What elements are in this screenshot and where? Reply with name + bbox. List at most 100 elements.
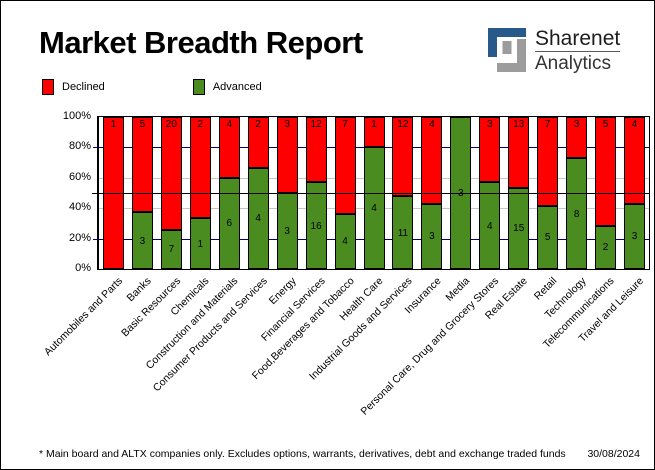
- declined-segment: 7: [334, 117, 356, 214]
- declined-value: 4: [631, 119, 638, 130]
- advanced-segment: 1: [189, 218, 211, 269]
- declined-value: 7: [544, 119, 551, 130]
- advanced-value: 16: [310, 220, 322, 232]
- declined-value: 3: [487, 119, 493, 130]
- advanced-segment: 3: [624, 203, 646, 269]
- legend-item-advanced: Advanced: [192, 79, 262, 95]
- advanced-segment: 16: [305, 182, 327, 269]
- advanced-value: 4: [342, 236, 348, 248]
- advanced-segment: 3: [131, 212, 153, 269]
- bar-financial-services: 12 16: [305, 117, 327, 269]
- advanced-segment: 15: [508, 187, 530, 269]
- y-tick-label: 20%: [68, 231, 91, 244]
- sharenet-logo-icon: [488, 28, 526, 72]
- advanced-value: 3: [284, 226, 290, 237]
- advanced-segment: 2: [595, 225, 617, 269]
- legend-label-advanced: Advanced: [212, 81, 262, 93]
- advanced-value: 15: [513, 223, 525, 235]
- declined-segment: 3: [566, 117, 588, 159]
- advanced-value: 11: [397, 227, 409, 239]
- advanced-value: 3: [429, 231, 435, 243]
- chart-legend: Declined Advanced: [42, 79, 340, 95]
- declined-segment: 20: [160, 117, 182, 230]
- advanced-value: 4: [487, 220, 493, 232]
- y-tick-label: 80%: [68, 140, 91, 153]
- footnote: * Main board and ALTX companies only. Ex…: [39, 448, 566, 460]
- declined-segment: 3: [479, 117, 501, 183]
- x-axis-label: Automobiles and Parts: [41, 275, 125, 359]
- declined-segment: 4: [421, 117, 443, 204]
- declined-segment: 5: [595, 117, 617, 226]
- page-title: Market Breadth Report: [39, 25, 363, 60]
- legend-label-declined: Declined: [62, 81, 105, 93]
- advanced-segment: 6: [218, 177, 240, 269]
- declined-segment: 5: [131, 117, 153, 212]
- declined-value: 1: [371, 119, 377, 130]
- declined-value: 20: [165, 119, 177, 130]
- advanced-segment: 7: [160, 229, 182, 269]
- logo-brand-name: Sharenet: [535, 27, 621, 50]
- y-tick-label: 40%: [68, 201, 91, 214]
- declined-value: 3: [573, 119, 580, 130]
- y-tick-label: 0%: [75, 262, 91, 274]
- y-tick-label: 60%: [68, 170, 91, 183]
- declined-value: 7: [342, 119, 348, 130]
- advanced-segment: 4: [479, 182, 501, 269]
- legend-item-declined: Declined: [42, 79, 105, 95]
- declined-segment: 2: [247, 117, 269, 168]
- plot-area: 1 5 3 20 7 2 1 4 6 2 4 3 3 12 16 7 4 1 4 12 11 4 3 3 3 4 13 15 7 5 3 8 5…: [92, 116, 650, 270]
- declined-segment: 3: [276, 117, 298, 193]
- declined-segment: 12: [305, 117, 327, 183]
- advanced-value: 2: [602, 242, 609, 254]
- advanced-value: 4: [371, 203, 377, 215]
- bar-basic-resources: 20 7: [160, 117, 182, 269]
- declined-segment: 4: [624, 117, 646, 204]
- report-date: 30/08/2024: [587, 448, 640, 460]
- advanced-segment: 4: [363, 147, 385, 269]
- advanced-segment: 4: [334, 213, 356, 269]
- declined-value: 4: [429, 119, 435, 130]
- y-tick-label: 100%: [62, 110, 91, 122]
- declined-value: 1: [110, 119, 117, 130]
- declined-value: 2: [197, 119, 204, 130]
- advanced-value: 7: [168, 244, 175, 256]
- declined-value: 5: [602, 119, 609, 130]
- declined-value: 13: [513, 119, 525, 130]
- declined-value: 12: [397, 119, 409, 130]
- declined-segment: 4: [218, 117, 240, 178]
- bar-real-estate: 13 15: [508, 117, 530, 269]
- declined-segment: 1: [363, 117, 385, 148]
- advanced-value: 3: [139, 235, 146, 247]
- advanced-segment: 4: [247, 167, 269, 269]
- sharenet-logo: Sharenet Analytics: [488, 27, 621, 74]
- advanced-value: 6: [226, 218, 233, 230]
- logo-brand-sub: Analytics: [535, 53, 612, 74]
- advanced-value: 1: [197, 238, 204, 250]
- declined-segment: 13: [508, 117, 530, 188]
- declined-value: 3: [284, 119, 290, 130]
- logo-text: Sharenet Analytics: [535, 27, 621, 74]
- declined-value: 12: [310, 119, 322, 130]
- declined-segment: 12: [392, 117, 414, 197]
- advanced-segment: 3: [421, 203, 443, 269]
- advanced-segment: 11: [392, 196, 414, 269]
- advanced-value: 3: [631, 231, 638, 243]
- advanced-segment: 3: [276, 193, 298, 269]
- bar-industrial-goods-and-services: 12 11: [392, 117, 414, 269]
- declined-segment: 7: [537, 117, 559, 206]
- advanced-value: 8: [573, 208, 580, 220]
- declined-segment: 2: [189, 117, 211, 219]
